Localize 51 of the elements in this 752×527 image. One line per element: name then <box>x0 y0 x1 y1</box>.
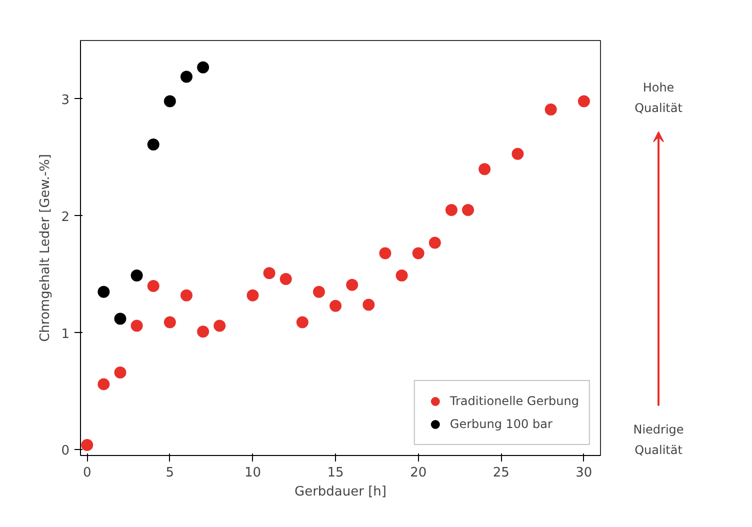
point <box>346 278 358 291</box>
point <box>130 320 143 332</box>
point <box>114 312 126 325</box>
point <box>462 204 474 216</box>
point <box>362 298 375 311</box>
y-tick-label: 1 <box>61 326 70 342</box>
y-axis-title: Chromgehalt Leder [Gew.-%] <box>38 154 54 342</box>
point <box>544 103 557 116</box>
point <box>312 286 325 298</box>
point <box>246 289 259 302</box>
point <box>280 272 292 285</box>
point <box>330 300 342 312</box>
x-tick-label: 5 <box>166 466 174 480</box>
x-tick-label: 25 <box>492 466 510 480</box>
point <box>445 204 458 216</box>
x-tick-label: 10 <box>244 466 262 480</box>
point <box>263 267 276 280</box>
legend-label: Traditionelle Gerbung <box>450 394 579 408</box>
point <box>214 320 226 332</box>
point <box>164 316 176 328</box>
legend-label: Gerbung 100 bar <box>450 417 552 431</box>
point <box>578 95 590 108</box>
y-tick-label: 2 <box>61 210 70 225</box>
point <box>98 286 110 298</box>
point <box>197 61 210 74</box>
y-tick-label: 3 <box>61 92 70 108</box>
y-tick-label: 0 <box>61 444 70 459</box>
point <box>147 138 160 151</box>
point <box>412 247 424 260</box>
x-tick-label: 20 <box>410 466 427 480</box>
text: Niedrige Qualität <box>633 422 684 458</box>
point <box>81 438 94 451</box>
point <box>130 269 143 282</box>
x-axis-title: Gerbdauer [h] <box>294 484 386 500</box>
point <box>180 289 192 302</box>
point <box>164 95 176 108</box>
point <box>296 316 308 328</box>
point <box>180 70 192 83</box>
text: Hohe Qualität <box>634 80 683 116</box>
x-tick-label: 0 <box>82 466 92 480</box>
x-tick-label: 15 <box>327 466 344 480</box>
point <box>197 326 210 338</box>
point <box>428 236 441 249</box>
point <box>379 247 392 260</box>
point <box>396 269 408 282</box>
point <box>98 378 110 390</box>
point <box>147 280 160 292</box>
point <box>478 163 491 176</box>
point <box>512 148 524 160</box>
x-tick-label: 30 <box>576 466 592 480</box>
point <box>114 366 126 378</box>
